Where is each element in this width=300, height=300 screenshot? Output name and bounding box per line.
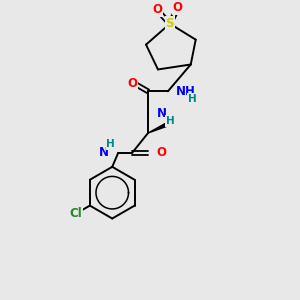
Polygon shape xyxy=(148,121,171,133)
Text: NH: NH xyxy=(176,85,196,98)
Text: O: O xyxy=(152,3,162,16)
Text: H: H xyxy=(166,116,175,126)
Text: S: S xyxy=(166,17,174,30)
Text: O: O xyxy=(127,77,137,90)
Text: H: H xyxy=(106,139,115,149)
Text: O: O xyxy=(173,1,183,14)
Text: N: N xyxy=(99,146,109,159)
Text: Cl: Cl xyxy=(70,207,83,220)
Text: O: O xyxy=(156,146,166,159)
Text: H: H xyxy=(188,94,197,104)
Text: N: N xyxy=(157,107,167,120)
